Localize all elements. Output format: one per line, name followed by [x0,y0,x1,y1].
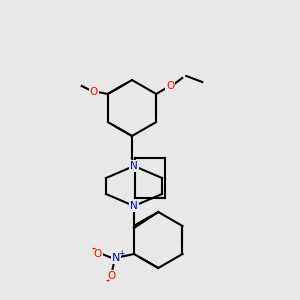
Text: N: N [130,161,138,171]
Text: O: O [94,249,102,259]
Text: O: O [166,81,174,91]
Text: N: N [112,253,120,263]
Text: +: + [118,250,124,259]
Text: O: O [108,271,116,281]
Text: N: N [130,201,138,211]
Text: -: - [105,276,109,286]
Text: O: O [90,87,98,97]
Text: -: - [91,244,95,254]
